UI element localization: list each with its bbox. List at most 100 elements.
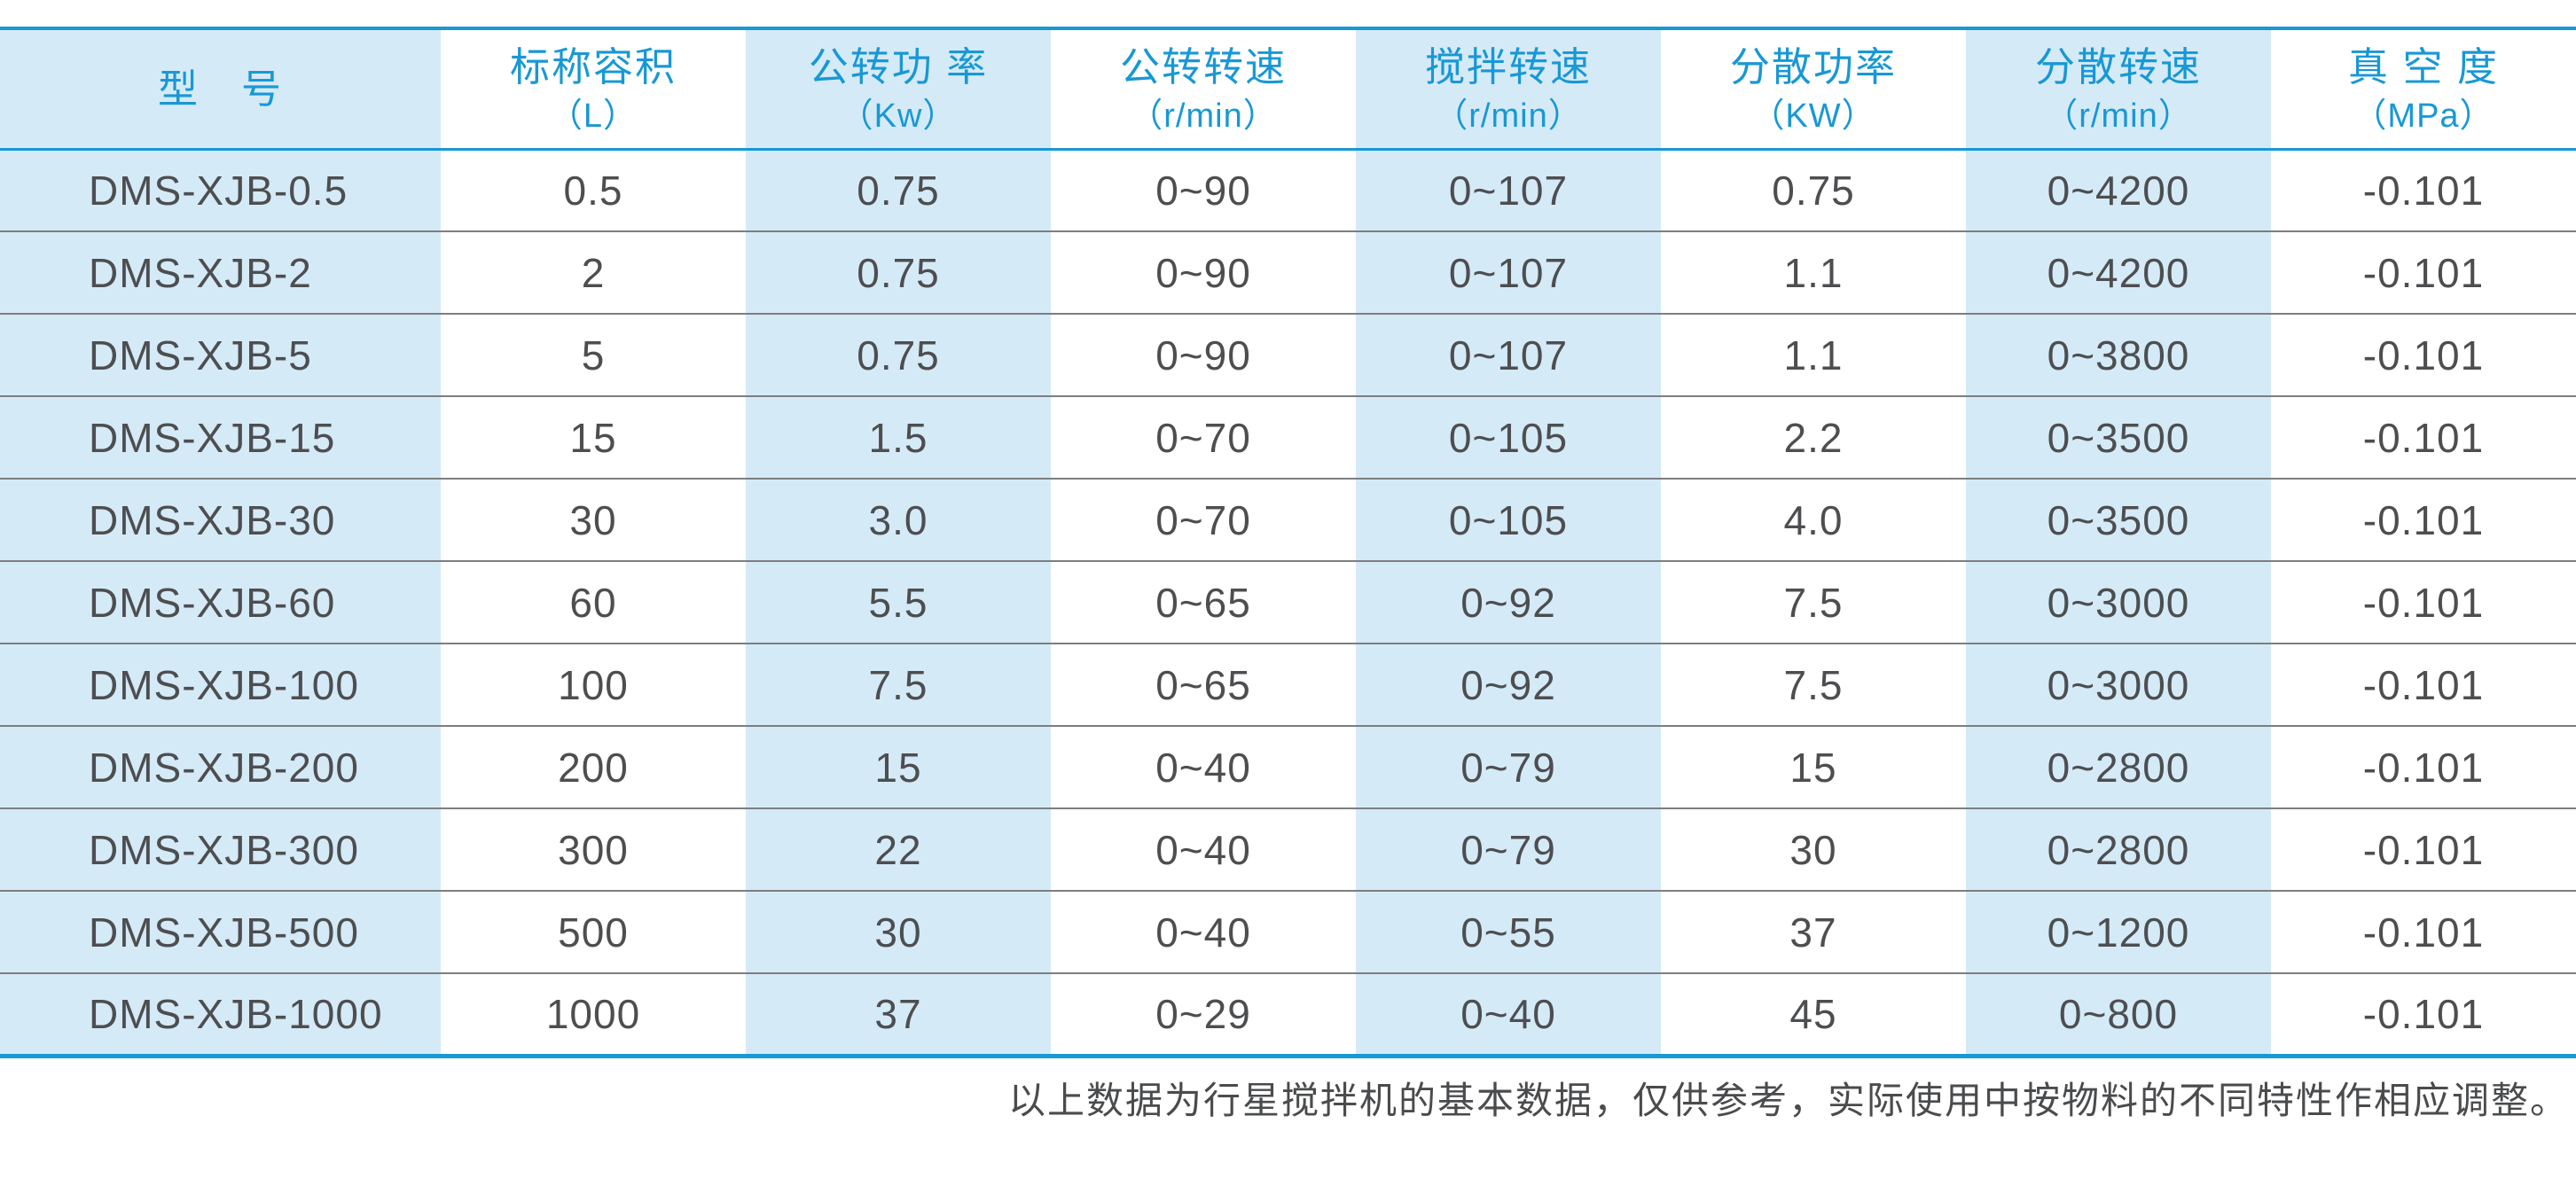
header-label: 分散转速 bbox=[2034, 43, 2202, 90]
header-label: 标称容积 bbox=[509, 43, 677, 90]
value-cell: 0~107 bbox=[1356, 230, 1661, 314]
table-row: DMS-XJB-1000 1000 37 0~29 0~40 45 0~800 -0.101 bbox=[0, 972, 2576, 1056]
value-cell: 30 bbox=[1661, 807, 1966, 891]
value-cell: 0~65 bbox=[1051, 643, 1356, 726]
value-cell: 45 bbox=[1661, 972, 1966, 1056]
value-cell: 0~107 bbox=[1356, 149, 1661, 231]
value-cell: 30 bbox=[441, 478, 746, 561]
value-cell: 0~92 bbox=[1356, 643, 1661, 726]
value-cell: -0.101 bbox=[2271, 725, 2576, 808]
footnote: 以上数据为行星搅拌机的基本数据，仅供参考，实际使用中按物料的不同特性作相应调整。 bbox=[1007, 1078, 2569, 1122]
model-cell: DMS-XJB-30 bbox=[0, 478, 441, 561]
header-unit: （r/min） bbox=[1434, 98, 1583, 135]
value-cell: 0~92 bbox=[1356, 560, 1661, 644]
value-cell: -0.101 bbox=[2271, 643, 2576, 726]
value-cell: -0.101 bbox=[2271, 230, 2576, 314]
value-cell: 0~79 bbox=[1356, 725, 1661, 808]
header-unit: （Kw） bbox=[839, 98, 958, 135]
value-cell: 0~40 bbox=[1356, 972, 1661, 1056]
value-cell: 3.0 bbox=[746, 478, 1051, 561]
value-cell: 0~3500 bbox=[1966, 395, 2271, 479]
header-cell: 公转功 率 （Kw） bbox=[746, 28, 1051, 151]
model-cell: DMS-XJB-1000 bbox=[0, 972, 441, 1056]
value-cell: 100 bbox=[441, 643, 746, 726]
value-cell: 0~40 bbox=[1051, 725, 1356, 808]
value-cell: 0~79 bbox=[1356, 807, 1661, 891]
value-cell: 0~65 bbox=[1051, 560, 1356, 644]
table-row: DMS-XJB-200 200 15 0~40 0~79 15 0~2800 -0.101 bbox=[0, 725, 2576, 808]
header-label: 型 号 bbox=[157, 66, 283, 112]
value-cell: 0.75 bbox=[1772, 167, 1855, 214]
value-cell: 2.2 bbox=[1661, 395, 1966, 479]
value-cell: 1.1 bbox=[1661, 230, 1966, 314]
header-unit: （KW） bbox=[1750, 98, 1876, 135]
value-cell: 0~55 bbox=[1356, 890, 1661, 973]
value-cell: 0~90 bbox=[1051, 313, 1356, 396]
value-cell: -0.101 bbox=[2271, 890, 2576, 973]
value-cell: 0~107 bbox=[1356, 313, 1661, 396]
value-cell: 37 bbox=[1661, 890, 1966, 973]
header-cell: 公转转速 （r/min） bbox=[1051, 28, 1356, 151]
model-cell: DMS-XJB-2 bbox=[0, 230, 441, 314]
value-cell: 0.75 bbox=[746, 313, 1051, 396]
value-cell: -0.101 bbox=[2271, 972, 2576, 1056]
table-row: DMS-XJB-500 500 30 0~40 0~55 37 0~1200 -0.101 bbox=[0, 890, 2576, 973]
table-row: DMS-XJB-15 15 1.5 0~70 0~105 2.2 0~3500 -0.101 bbox=[0, 395, 2576, 479]
value-cell: 1.1 bbox=[1661, 313, 1966, 396]
value-cell: 0.75 bbox=[746, 230, 1051, 314]
table-row: DMS-XJB-5 5 0.75 0~90 0~107 1.1 0~3800 -0.101 bbox=[0, 313, 2576, 396]
header-cell: 型 号 bbox=[0, 28, 441, 151]
header-unit: （L） bbox=[548, 98, 638, 135]
table-row: DMS-XJB-2 2 0.75 0~90 0~107 1.1 0~4200 -0.101 bbox=[0, 230, 2576, 314]
header-label: 分散功率 bbox=[1729, 43, 1897, 90]
value-cell: 0~3000 bbox=[1966, 643, 2271, 726]
table-row: DMS-XJB-60 60 5.5 0~65 0~92 7.5 0~3000 -0.101 bbox=[0, 560, 2576, 644]
value-cell: 0~105 bbox=[1356, 478, 1661, 561]
value-cell: 0.5 bbox=[563, 167, 623, 214]
value-cell: 200 bbox=[441, 725, 746, 808]
value-cell: 0~3500 bbox=[1966, 478, 2271, 561]
header-row: 型 号 标称容积 （L） 公转功 率 （Kw） 公转转速 （r/min） 搅拌转速 （r/min… bbox=[0, 28, 2576, 151]
value-cell: 15 bbox=[1661, 725, 1966, 808]
value-cell: -0.101 bbox=[2271, 478, 2576, 561]
header-cell: 标称容积 （L） bbox=[441, 28, 746, 151]
value-cell: 0~40 bbox=[1051, 807, 1356, 891]
table-row: DMS-XJB-0.5 0.5 0.75 0~90 0~107 0.75 0~4200 -0.… bbox=[0, 149, 2576, 231]
value-cell: 30 bbox=[746, 890, 1051, 973]
value-cell: 0~70 bbox=[1051, 478, 1356, 561]
table-body: DMS-XJB-0.5 0.5 0.75 0~90 0~107 0.75 0~4200 -0.… bbox=[0, 149, 2576, 1056]
header-label: 公转转速 bbox=[1119, 43, 1287, 90]
header-cell: 搅拌转速 （r/min） bbox=[1356, 28, 1661, 151]
value-cell: 500 bbox=[441, 890, 746, 973]
model-cell: DMS-XJB-60 bbox=[0, 560, 441, 644]
value-cell: 1.5 bbox=[746, 395, 1051, 479]
model-cell: DMS-XJB-300 bbox=[0, 807, 441, 891]
value-cell: 5 bbox=[441, 313, 746, 396]
value-cell: 0~90 bbox=[1155, 167, 1251, 214]
value-cell: 37 bbox=[746, 972, 1051, 1056]
value-cell: 0~70 bbox=[1051, 395, 1356, 479]
value-cell: 4.0 bbox=[1661, 478, 1966, 561]
header-cell: 分散转速 （r/min） bbox=[1966, 28, 2271, 151]
model-cell: DMS-XJB-15 bbox=[0, 395, 441, 479]
value-cell: 0~2800 bbox=[1966, 725, 2271, 808]
model-cell: DMS-XJB-200 bbox=[0, 725, 441, 808]
value-cell: -0.101 bbox=[2362, 167, 2485, 214]
value-cell: 7.5 bbox=[1661, 560, 1966, 644]
table-row: DMS-XJB-300 300 22 0~40 0~79 30 0~2800 -0.101 bbox=[0, 807, 2576, 891]
model-cell: DMS-XJB-0.5 bbox=[0, 149, 441, 231]
table-row: DMS-XJB-100 100 7.5 0~65 0~92 7.5 0~3000 -0.101 bbox=[0, 643, 2576, 726]
header-unit: （r/min） bbox=[2044, 98, 2193, 135]
value-cell: 7.5 bbox=[1661, 643, 1966, 726]
model-cell: DMS-XJB-5 bbox=[0, 313, 441, 396]
value-cell: 0~90 bbox=[1051, 230, 1356, 314]
value-cell: -0.101 bbox=[2271, 395, 2576, 479]
table-header: 型 号 标称容积 （L） 公转功 率 （Kw） 公转转速 （r/min） 搅拌转速 （r/min… bbox=[0, 28, 2576, 151]
value-cell: 0~3000 bbox=[1966, 560, 2271, 644]
value-cell: 1000 bbox=[441, 972, 746, 1056]
value-cell: 15 bbox=[441, 395, 746, 479]
value-cell: 0~800 bbox=[1966, 972, 2271, 1056]
table-row: DMS-XJB-30 30 3.0 0~70 0~105 4.0 0~3500 -0.101 bbox=[0, 478, 2576, 561]
header-cell: 分散功率 （KW） bbox=[1661, 28, 1966, 151]
value-cell: 5.5 bbox=[746, 560, 1051, 644]
